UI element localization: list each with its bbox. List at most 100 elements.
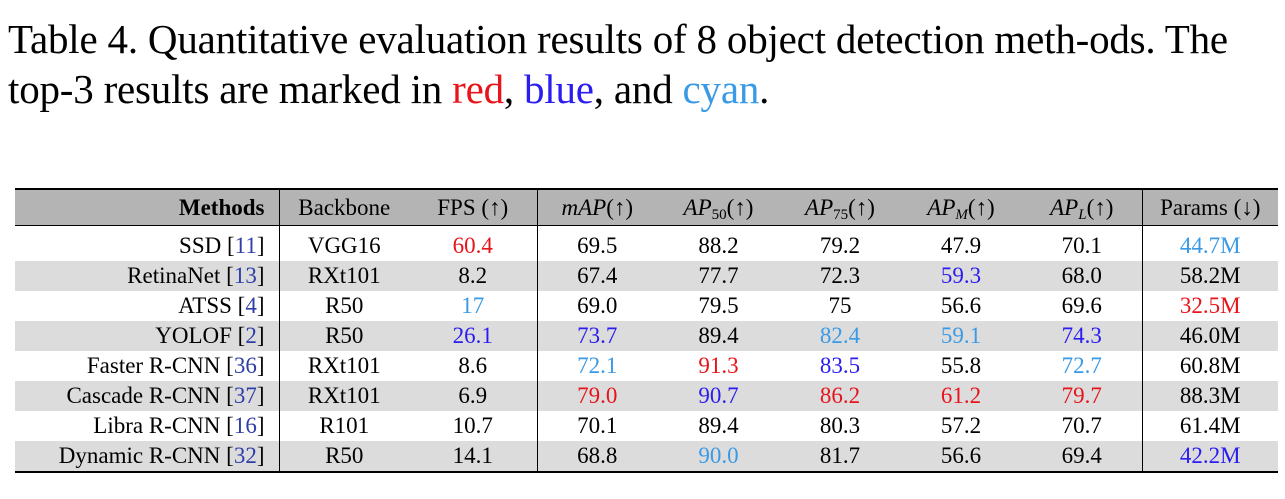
caption-cyan-word: cyan [682,66,760,112]
table-row: RetinaNet [13] RXt101 8.2 67.4 77.7 72.3 59.3 6… [15,261,1278,291]
fps-cell: 8.2 [409,261,538,291]
header-backbone: Backbone [298,195,391,220]
apl-cell: 69.4 [1022,441,1143,472]
params-cell: 60.8M [1179,353,1241,378]
caption-sep-2: , and [593,66,683,112]
apl-cell: 72.7 [1022,351,1143,381]
apl-cell: 70.7 [1022,411,1143,441]
header-map: mAP(↑) [561,195,634,220]
ap50-cell: 89.4 [698,413,739,438]
apm-cell: 47.9 [940,233,982,258]
header-params: Params (↓) [1160,195,1261,220]
map-cell: 79.0 [577,383,618,408]
method-cell: Dynamic R-CNN [32] [15,441,280,472]
fps-cell: 26.1 [409,321,538,351]
ap50-cell: 88.2 [698,233,739,258]
apl-cell: 68.0 [1022,261,1143,291]
backbone-cell: R50 [325,293,364,318]
method-name: YOLOF [155,323,232,348]
ap50-cell: 90.0 [698,443,739,468]
ap75-cell: 81.7 [819,443,861,468]
map-cell: 69.0 [577,293,618,318]
method-cell: Libra R-CNN [16] [15,411,280,441]
fps-cell: 10.7 [409,411,538,441]
apm-cell: 57.2 [940,413,982,438]
method-name: Faster R-CNN [86,353,221,378]
apl-cell: 69.6 [1022,291,1143,321]
backbone-cell: RXt101 [307,383,381,408]
citation-link[interactable]: 16 [233,413,257,438]
fps-cell: 17 [409,291,538,321]
ap50-cell: 91.3 [698,353,739,378]
method-name: Libra R-CNN [93,413,221,438]
ap50-cell: 90.7 [698,383,739,408]
ap75-cell: 72.3 [819,263,861,288]
params-cell: 44.7M [1179,233,1241,258]
apm-cell: 61.2 [940,383,982,408]
results-table: Methods Backbone FPS (↑) mAP(↑) AP50(↑) … [15,188,1278,473]
citation-link[interactable]: 4 [245,293,257,318]
params-cell: 58.2M [1179,263,1241,288]
caption-end: . [759,66,770,112]
table-row: ATSS [4] R50 17 69.0 79.5 75 56.6 69.6 32.5M [15,291,1278,321]
citation-link[interactable]: 32 [233,443,257,468]
apl-cell: 74.3 [1022,321,1143,351]
backbone-cell: R50 [325,323,364,348]
caption-text: Table 4. Quantitative evaluation results… [8,16,1228,112]
header-fps: FPS (↑) [409,189,538,226]
map-cell: 68.8 [577,443,618,468]
fps-cell: 60.4 [409,225,538,261]
method-name: SSD [179,233,222,258]
citation-link[interactable]: 13 [233,263,257,288]
params-cell: 42.2M [1179,443,1241,468]
fps-cell: 8.6 [409,351,538,381]
fps-cell: 6.9 [409,381,538,411]
method-name: ATSS [178,293,232,318]
ap75-cell: 83.5 [819,353,861,378]
ap75-cell: 79.2 [819,233,861,258]
backbone-cell: RXt101 [307,353,381,378]
method-cell: RetinaNet [13] [15,261,280,291]
map-cell: 72.1 [577,353,618,378]
method-cell: SSD [11] [15,225,280,261]
apm-cell: 55.8 [940,353,982,378]
method-cell: YOLOF [2] [15,321,280,351]
method-name: Cascade R-CNN [66,383,221,408]
citation-link[interactable]: 36 [233,353,257,378]
citation-link[interactable]: 11 [234,233,257,258]
backbone-cell: VGG16 [307,233,381,258]
table-header-row: Methods Backbone FPS (↑) mAP(↑) AP50(↑) … [15,189,1278,226]
map-cell: 67.4 [577,263,618,288]
map-cell: 70.1 [577,413,618,438]
table-row: Dynamic R-CNN [32] R50 14.1 68.8 90.0 81.7 56.… [15,441,1278,472]
method-cell: Faster R-CNN [36] [15,351,280,381]
method-cell: ATSS [4] [15,291,280,321]
header-ap50: AP50(↑) [683,195,754,223]
table-row: YOLOF [2] R50 26.1 73.7 89.4 82.4 59.1 74.3 46.0… [15,321,1278,351]
backbone-cell: R101 [319,413,370,438]
table-caption: Table 4. Quantitative evaluation results… [8,14,1280,114]
params-cell: 61.4M [1179,413,1241,438]
ap50-cell: 77.7 [698,263,739,288]
table-body: SSD [11] VGG16 60.4 69.5 88.2 79.2 47.9 70.1 44.… [15,225,1278,472]
header-methods: Methods [15,189,280,226]
params-cell: 88.3M [1179,383,1241,408]
method-name: Dynamic R-CNN [58,443,221,468]
apm-cell: 56.6 [940,443,982,468]
apl-cell: 79.7 [1022,381,1143,411]
table-row: Cascade R-CNN [37] RXt101 6.9 79.0 90.7 86.2 6… [15,381,1278,411]
header-apm: APM(↑) [927,195,995,223]
fps-cell: 14.1 [409,441,538,472]
caption-red-word: red [452,66,504,112]
apm-cell: 56.6 [940,293,982,318]
header-apl: APL(↑) [1022,189,1143,226]
backbone-cell: RXt101 [307,263,381,288]
citation-link[interactable]: 37 [233,383,257,408]
table-row: SSD [11] VGG16 60.4 69.5 88.2 79.2 47.9 70.1 44.… [15,225,1278,261]
ap75-cell: 75 [828,293,852,318]
backbone-cell: R50 [325,443,364,468]
map-cell: 73.7 [577,323,618,348]
apl-cell: 70.1 [1022,225,1143,261]
citation-link[interactable]: 2 [245,323,257,348]
map-cell: 69.5 [577,233,618,258]
